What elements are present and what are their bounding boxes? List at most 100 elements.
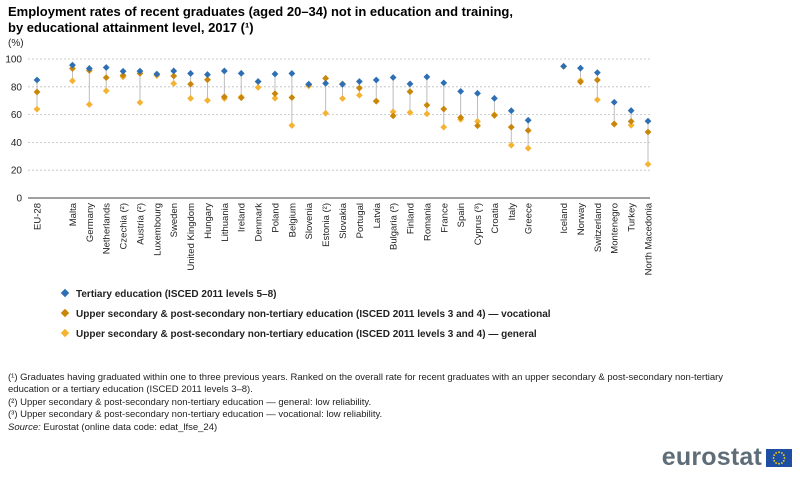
x-tick-label: Iceland [559,203,570,234]
data-point-vocational [577,78,584,86]
x-tick-label: Spain [456,203,467,227]
data-point-vocational [355,84,363,92]
data-point-vocational [507,123,515,131]
data-point-general [85,101,93,108]
data-point-tertiary [119,67,127,75]
data-point-tertiary [69,61,76,69]
data-point-tertiary [627,107,635,114]
legend-marker-general [60,328,70,338]
legend-item-tertiary: Tertiary education (ISCED 2011 levels 5–… [60,288,551,309]
legend-label-tertiary: Tertiary education (ISCED 2011 levels 5–… [76,289,277,300]
chart-title-line-2: by educational attainment level, 2017 (¹… [8,20,254,35]
x-tick-label: Norway [576,203,587,235]
data-point-general [627,121,635,129]
data-point-vocational [271,90,279,98]
chart-legend: Tertiary education (ISCED 2011 levels 5–… [60,288,551,349]
y-tick-label: 40 [11,138,23,149]
x-tick-label: Ireland [237,203,248,232]
data-point-vocational [423,101,431,109]
data-point-vocational [474,122,481,130]
data-point-tertiary [254,78,262,85]
y-tick-label: 20 [11,166,23,177]
chart-title-line-1: Employment rates of recent graduates (ag… [8,4,513,19]
x-tick-label: Croatia [490,202,501,233]
footnotes: (¹) Graduates having graduated within on… [8,372,788,434]
data-point-tertiary [507,107,515,115]
data-point-general [593,96,601,104]
data-point-general [474,118,481,125]
data-point-general [204,97,211,104]
eu-flag-icon [766,448,792,467]
x-tick-label: Slovakia [338,202,349,239]
x-tick-label: Malta [68,202,79,226]
footnote-1b: education or a tertiary education (ISCED… [8,384,253,396]
data-point-tertiary [423,73,431,81]
data-point-vocational [644,128,652,136]
data-point-vocational [491,112,498,119]
data-point-vocational [593,76,601,84]
data-point-tertiary [440,79,448,87]
data-point-vocational [237,94,245,102]
data-point-general [423,110,431,118]
data-point-general [644,160,652,168]
legend-label-general: Upper secondary & post-secondary non-ter… [76,329,537,340]
data-point-vocational [187,80,194,88]
data-point-tertiary [305,80,313,88]
x-tick-label: Switzerland [593,203,604,252]
data-point-tertiary [33,76,41,84]
x-tick-label: Slovenia [304,202,315,239]
data-point-tertiary [220,67,228,75]
data-point-tertiary [322,79,330,87]
data-point-general [322,109,330,117]
data-point-vocational [389,112,397,120]
data-point-general [440,123,448,131]
data-point-vocational [610,120,618,128]
scatter-chart: 0 20 40 60 80 100 (%) EU-28 Malta Germany Netherla… [5,38,655,275]
x-tick-label: Greece [524,203,535,234]
data-point-tertiary [474,89,481,97]
data-point-general [524,144,532,152]
data-point-vocational [627,118,635,125]
data-point-general [170,80,178,87]
x-tick-label: Bulgaria (³) [389,203,400,250]
x-tick-label: Romania [422,202,433,241]
x-tick-label: Hungary [203,203,214,239]
x-tick-label: Portugal [355,203,366,238]
x-tick-label: Latvia [372,202,383,228]
data-point-tertiary [237,69,245,77]
data-point-tertiary [560,62,568,70]
data-point-tertiary [288,70,296,77]
y-tick-label: 80 [11,82,23,93]
eurostat-wordmark: eurostat [661,443,762,471]
data-point-general [339,95,346,102]
legend-label-vocational: Upper secondary & post-secondary non-ter… [76,309,551,320]
data-point-tertiary [524,116,532,124]
data-point-vocational [288,94,296,101]
data-point-vocational [457,114,465,121]
data-point-general [102,87,110,95]
y-tick-label: 60 [11,110,23,121]
data-point-tertiary [389,74,397,81]
data-point-general [271,94,279,102]
legend-marker-tertiary [60,288,70,298]
data-point-tertiary [85,65,93,72]
data-point-general [254,83,262,91]
data-point-general [187,94,194,102]
legend-marker-vocational [60,308,70,318]
data-point-tertiary [136,67,144,75]
data-point-tertiary [644,117,652,125]
data-point-general [389,108,397,116]
data-point-vocational [170,72,178,80]
x-tick-label: United Kingdom [186,203,197,271]
y-tick-label: 0 [16,194,22,205]
legend-item-vocational: Upper secondary & post-secondary non-ter… [60,308,551,329]
data-point-vocational [322,74,330,82]
data-point-tertiary [372,76,380,84]
x-tick-label: North Macedonia [644,202,655,275]
data-point-tertiary [187,70,194,77]
data-point-vocational [440,105,448,113]
data-point-vocational [524,127,532,134]
data-point-tertiary [204,71,211,78]
data-point-vocational [119,72,127,79]
source-label: Source: [8,421,41,433]
